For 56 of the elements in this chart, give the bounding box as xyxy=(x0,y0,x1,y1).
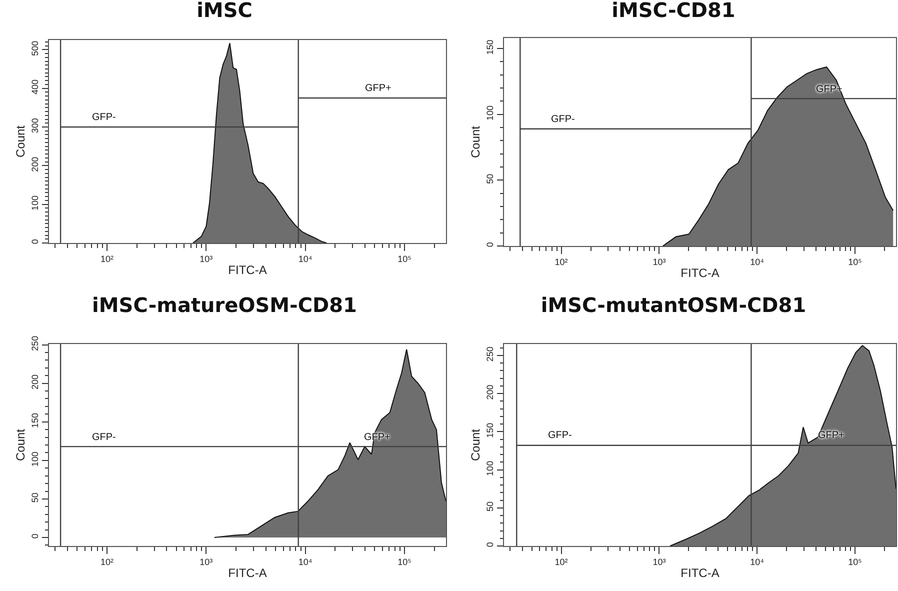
y-tick-label: 0 xyxy=(30,534,40,539)
chart-title: iMSC-CD81 xyxy=(612,0,736,22)
x-tick-label: 10⁴ xyxy=(298,557,312,567)
y-axis-title: Count xyxy=(468,125,483,158)
x-tick-label: 10³ xyxy=(652,557,666,567)
chart-title: iMSC xyxy=(196,0,252,22)
y-tick-label: 0 xyxy=(30,239,40,244)
x-tick-label: 10³ xyxy=(652,257,666,267)
x-tick-label: 10² xyxy=(100,254,114,264)
y-tick-label: 100 xyxy=(30,452,40,467)
y-tick-label: 250 xyxy=(485,346,496,362)
y-tick-label: 50 xyxy=(485,502,496,512)
x-tick-label: 10⁴ xyxy=(298,254,312,264)
y-tick-label: 50 xyxy=(485,174,496,184)
y-tick-label: 150 xyxy=(485,422,496,438)
annotation: GFP- xyxy=(92,112,116,123)
y-tick-label: 100 xyxy=(485,105,496,121)
y-tick-label: 50 xyxy=(30,492,40,503)
annotation: GFP- xyxy=(92,432,116,443)
y-tick-label: 200 xyxy=(485,384,496,400)
y-tick-label: 150 xyxy=(485,40,496,55)
y-axis-title: Count xyxy=(468,428,483,462)
annotation: GFP+ xyxy=(365,83,392,94)
x-axis-title: FITC-A xyxy=(228,566,267,580)
y-tick-label: 200 xyxy=(30,374,40,390)
x-axis-title: FITC-A xyxy=(228,262,267,277)
x-tick-label: 10² xyxy=(100,557,114,567)
y-tick-label: 100 xyxy=(485,460,496,476)
x-tick-label: 10⁵ xyxy=(848,257,862,267)
y-tick-label: 250 xyxy=(30,336,40,351)
y-axis-title: Count xyxy=(14,428,28,462)
y-tick-label: 0 xyxy=(485,242,496,248)
y-tick-label: 0 xyxy=(485,542,496,548)
chart-title: iMSC-mutantOSM-CD81 xyxy=(540,292,806,317)
annotation: GFP- xyxy=(551,114,575,125)
y-tick-label: 300 xyxy=(30,118,40,134)
x-tick-label: 10⁵ xyxy=(398,254,412,264)
x-tick-label: 10⁵ xyxy=(848,557,862,567)
y-tick-label: 100 xyxy=(30,195,40,210)
annotation: GFP+ xyxy=(818,430,845,441)
y-tick-label: 500 xyxy=(30,40,40,56)
x-axis-title: FITC-A xyxy=(680,266,720,280)
x-tick-label: 10⁴ xyxy=(750,257,764,267)
annotation: GFP- xyxy=(548,430,572,441)
x-tick-label: 10² xyxy=(554,257,568,267)
y-tick-label: 200 xyxy=(30,156,40,172)
x-tick-label: 10³ xyxy=(200,557,213,567)
y-tick-label: 400 xyxy=(30,79,40,94)
y-axis-title: Count xyxy=(14,124,28,158)
x-tick-label: 10⁴ xyxy=(750,557,764,567)
x-tick-label: 10³ xyxy=(200,254,213,264)
x-axis-title: FITC-A xyxy=(680,566,720,580)
x-tick-label: 10² xyxy=(554,557,568,567)
y-tick-label: 150 xyxy=(30,413,40,428)
x-tick-label: 10⁵ xyxy=(398,557,412,567)
chart-title: iMSC-matureOSM-CD81 xyxy=(92,292,357,317)
